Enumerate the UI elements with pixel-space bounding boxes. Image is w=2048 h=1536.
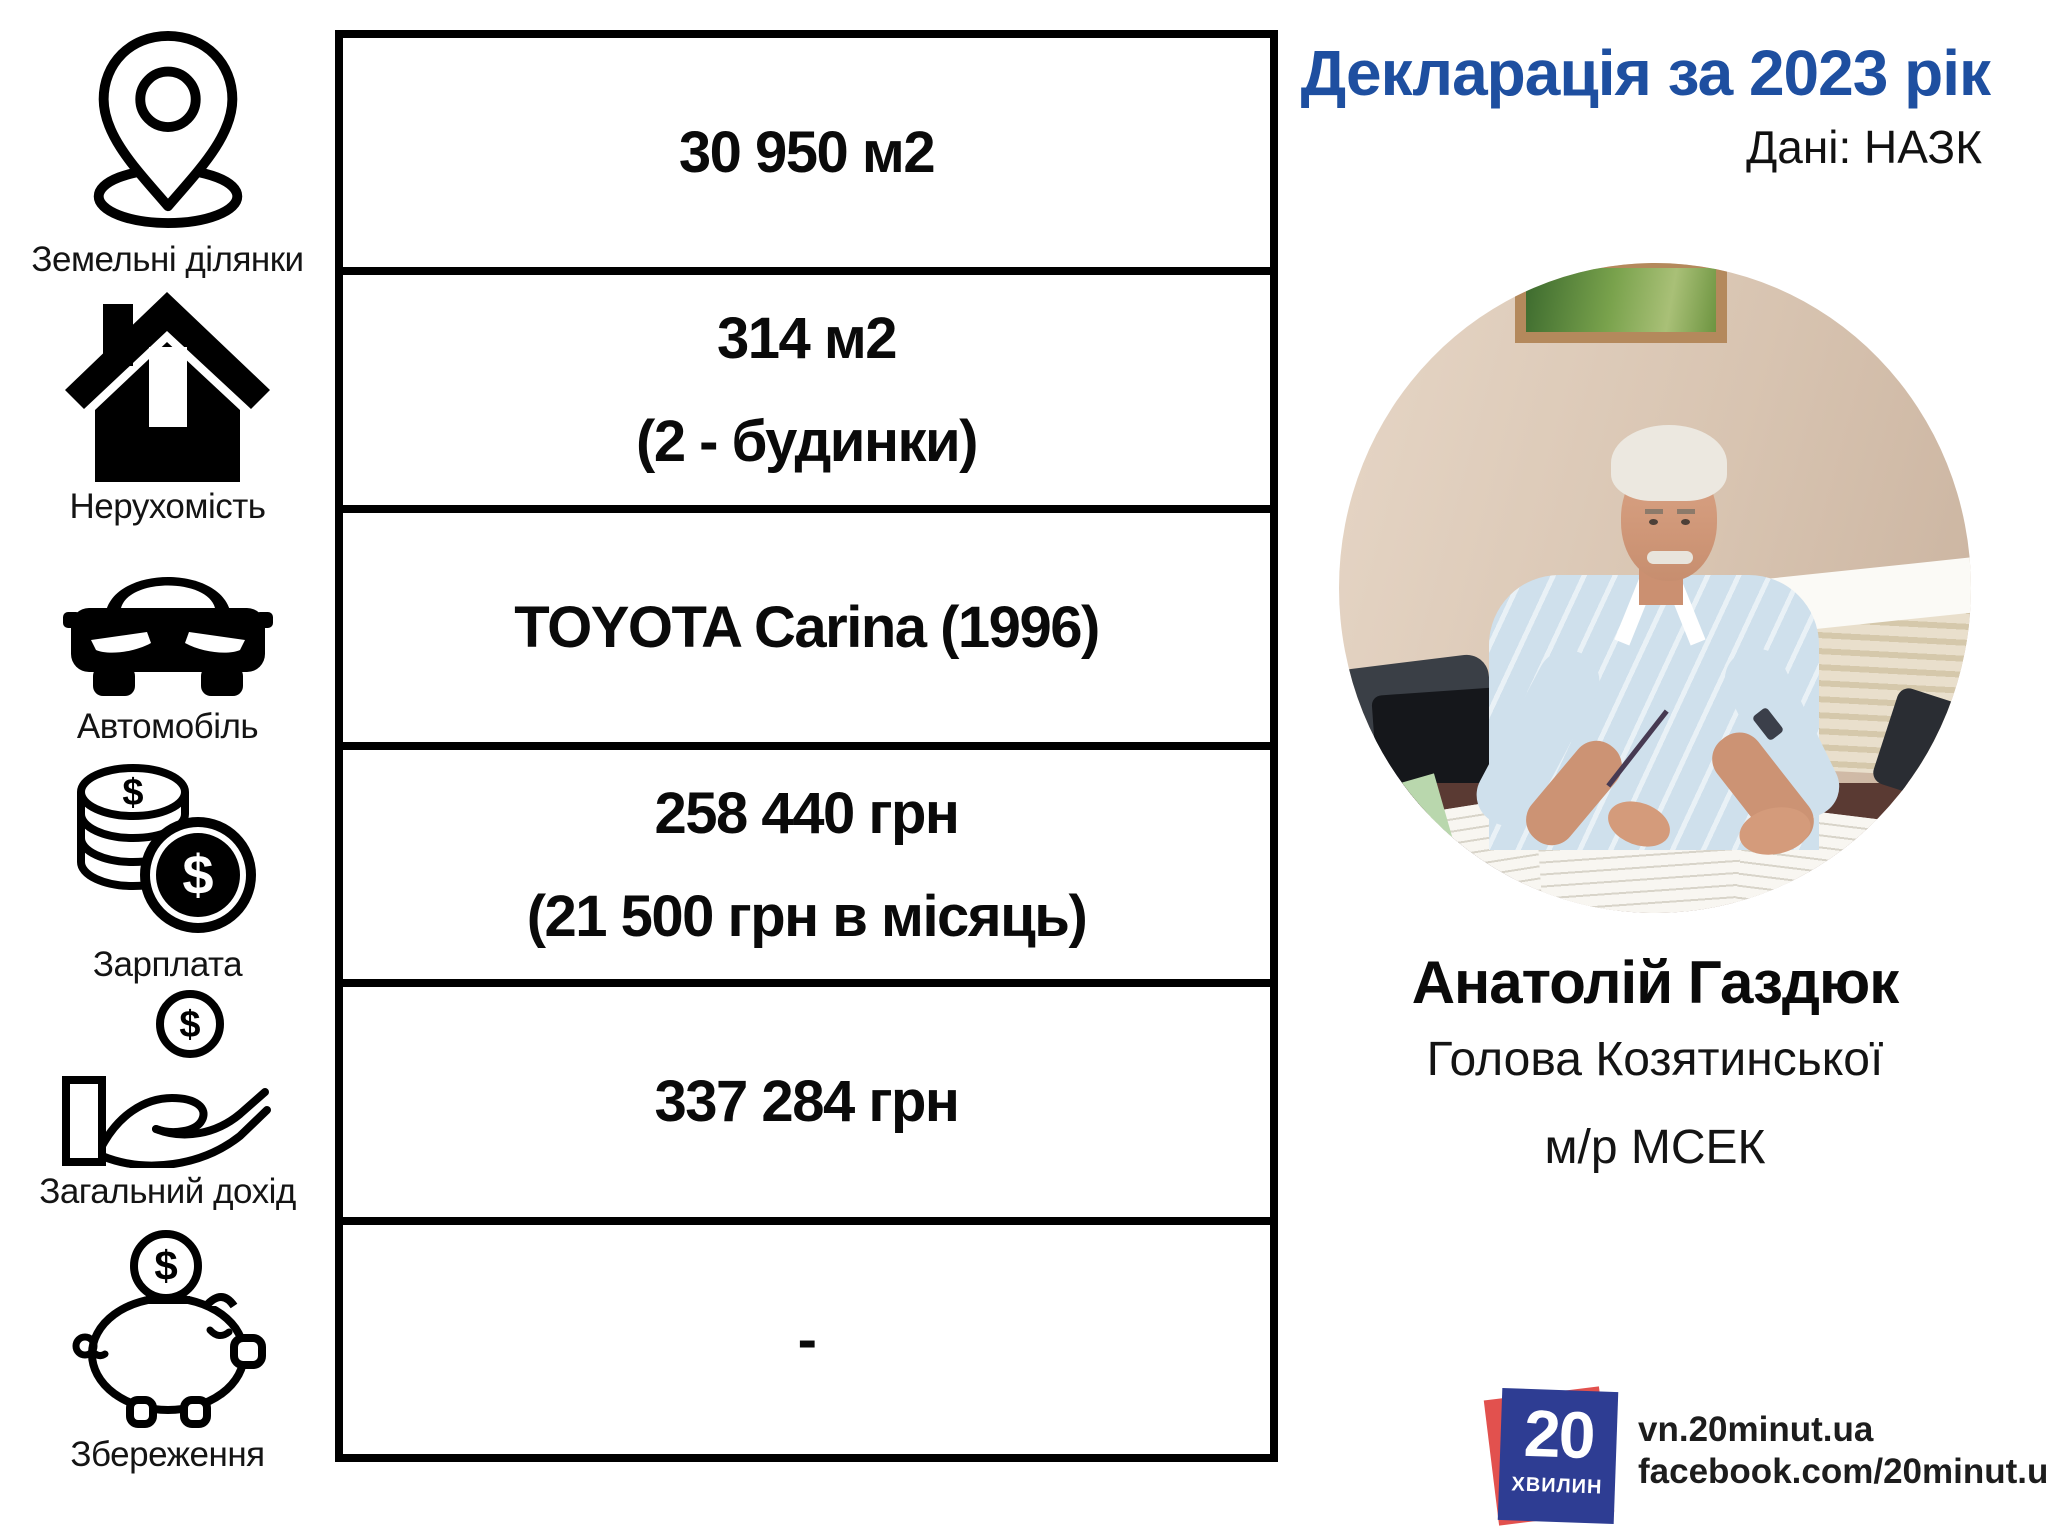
category-label-total-income: Загальний дохід <box>39 1172 296 1211</box>
person-eyebrow <box>1645 509 1663 514</box>
logo-blue-square: 20 ХВИЛИН <box>1497 1388 1619 1524</box>
person-eyebrow <box>1677 509 1695 514</box>
house-icon <box>0 292 335 482</box>
svg-text:$: $ <box>179 1004 200 1046</box>
svg-text:$: $ <box>154 1242 177 1289</box>
page-title: Декларація за 2023 рік <box>1300 37 1991 109</box>
data-source-label: Дані: НАЗК <box>1746 121 1982 173</box>
person-eye <box>1649 519 1658 525</box>
cell-value: (2 - будинки) <box>636 408 979 474</box>
category-label-savings: Збереження <box>70 1435 265 1474</box>
category-car <box>0 548 335 703</box>
wall-painting <box>1515 263 1727 343</box>
logo-number: 20 <box>1522 1395 1595 1473</box>
logo-word: ХВИЛИН <box>1511 1472 1603 1499</box>
person-eye <box>1681 519 1690 525</box>
cell-value: (21 500 грн в місяць) <box>526 883 1088 949</box>
cell-value: 258 440 грн <box>654 780 960 846</box>
cell-value: TOYOTA Carina (1996) <box>514 594 1100 660</box>
person-role-line2: м/р МСЕК <box>1544 1121 1766 1174</box>
category-total-income: $ <box>0 988 335 1168</box>
cell-value: 314 м2 <box>716 305 898 371</box>
person-photo <box>1339 263 1971 913</box>
svg-text:$: $ <box>182 843 213 906</box>
person-mustache <box>1647 551 1693 564</box>
person-role-line1: Голова Козятинської <box>1426 1033 1884 1086</box>
car-icon <box>0 548 335 703</box>
category-label-car: Автомобіль <box>76 707 259 746</box>
category-savings: $ <box>0 1226 335 1428</box>
svg-text:$: $ <box>122 772 143 814</box>
category-salary: $ $ <box>0 762 335 942</box>
category-label-land: Земельні ділянки <box>31 240 304 279</box>
category-column: Земельні ділянки Нерухомість <box>0 0 335 1536</box>
declaration-table: 30 950 м2 314 м2 (2 - будинки) TOYOTA Ca… <box>335 30 1278 1462</box>
category-label-real-estate: Нерухомість <box>69 487 267 526</box>
table-row-savings: - <box>343 1225 1270 1454</box>
table-row-real-estate: 314 м2 (2 - будинки) <box>343 275 1270 513</box>
location-pin-icon <box>0 30 335 228</box>
table-row-salary: 258 440 грн (21 500 грн в місяць) <box>343 750 1270 988</box>
income-hand-coin-icon: $ <box>0 988 335 1168</box>
site-url: vn.20minut.ua <box>1638 1410 1874 1449</box>
cell-value: 30 950 м2 <box>678 120 936 186</box>
table-row-car: TOYOTA Carina (1996) <box>343 513 1270 750</box>
salary-coins-icon: $ $ <box>0 762 335 942</box>
table-row-total-income: 337 284 грн <box>343 987 1270 1225</box>
cell-value: - <box>797 1306 817 1372</box>
category-real-estate <box>0 292 335 482</box>
piggy-bank-icon: $ <box>0 1226 335 1428</box>
person-hair <box>1611 425 1727 501</box>
category-label-salary: Зарплата <box>92 945 243 984</box>
person-name: Анатолій Газдюк <box>1411 949 1900 1016</box>
cell-value: 337 284 грн <box>654 1069 960 1135</box>
category-land <box>0 30 335 228</box>
facebook-url: facebook.com/20minut.ua <box>1638 1452 2048 1491</box>
table-row-land: 30 950 м2 <box>343 38 1270 276</box>
20minut-logo: 20 ХВИЛИН <box>1483 1386 1619 1526</box>
